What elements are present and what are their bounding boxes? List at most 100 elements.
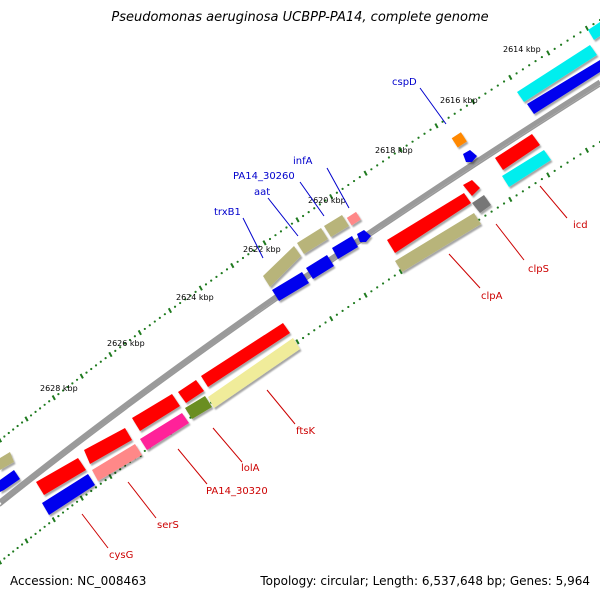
gene-label-trxb1[interactable]: trxB1 <box>214 207 241 218</box>
outer-ring-minor-tick <box>553 47 556 50</box>
tick-label-2624: 2624 kbp <box>176 293 214 302</box>
inner-ring-minor-tick <box>352 301 356 305</box>
outer-ring-minor-tick <box>94 364 98 367</box>
inner-ring-minor-tick <box>559 165 563 168</box>
gene-feature-cspd-arrow[interactable] <box>463 150 477 162</box>
gene-label-aat[interactable]: aat <box>254 187 270 198</box>
leader-icd <box>539 185 568 219</box>
gene-label-icd[interactable]: icd <box>573 220 588 231</box>
gene-feature-clps-grey[interactable] <box>472 195 491 213</box>
outer-ring-major-tick <box>295 217 300 223</box>
leader-pa14-30260 <box>299 181 325 217</box>
inner-ring-minor-tick <box>43 525 46 528</box>
outer-ring-minor-tick <box>358 176 361 179</box>
gene-label-clps[interactable]: clpS <box>528 264 549 275</box>
inner-ring-minor-tick <box>57 515 60 518</box>
outer-ring-major-tick <box>329 193 334 200</box>
outer-ring-minor-tick <box>301 214 305 218</box>
gene-label-lola[interactable]: lolA <box>241 463 260 474</box>
gene-feature-cysg-blue[interactable] <box>42 474 95 515</box>
gene-feature-infa-arrow[interactable] <box>357 230 371 242</box>
inner-ring-minor-tick <box>579 153 582 156</box>
gene-feature-sers-red[interactable] <box>84 428 132 464</box>
outer-ring-major-tick <box>79 373 84 379</box>
gene-feature-cyan-corner[interactable] <box>588 22 600 40</box>
gene-label-cspd[interactable]: cspD <box>392 77 417 88</box>
inner-ring-minor-tick <box>99 482 102 485</box>
gene-feature-lola[interactable] <box>185 396 212 419</box>
gene-label-pa14-30260[interactable]: PA14_30260 <box>233 171 295 182</box>
gene-label-infa[interactable]: infA <box>293 156 313 167</box>
outer-ring-minor-tick <box>313 207 316 210</box>
inner-ring-minor-tick <box>553 169 556 172</box>
inner-ring-minor-tick <box>301 336 305 340</box>
outer-ring-minor-tick <box>347 183 350 187</box>
gene-feature-khaki-3[interactable] <box>263 246 301 287</box>
outer-ring-minor-tick <box>38 407 42 410</box>
inner-ring-major-tick <box>508 196 513 203</box>
inner-ring-minor-tick <box>572 157 576 160</box>
gene-feature-clpa-red[interactable] <box>387 193 471 253</box>
inner-ring-minor-tick <box>528 186 531 189</box>
gene-feature-khaki-2[interactable] <box>297 228 328 254</box>
accession-text: Accession: NC_008463 <box>10 574 147 588</box>
outer-ring-minor-tick <box>478 96 481 99</box>
leader-infa <box>326 167 350 209</box>
outer-ring-minor-tick <box>496 84 499 87</box>
inner-ring-minor-tick <box>20 543 24 546</box>
inner-ring-minor-tick <box>38 529 42 532</box>
outer-ring-minor-tick <box>441 120 444 123</box>
inner-ring-major-tick <box>108 473 113 480</box>
inner-ring-minor-tick <box>119 468 122 471</box>
gene-feature-cysg-red[interactable] <box>36 458 86 495</box>
gene-feature-cyan-top[interactable] <box>517 45 597 102</box>
gene-feature-blue-2[interactable] <box>306 255 334 279</box>
gene-feature-icd-cyan[interactable] <box>502 150 551 187</box>
outer-ring-minor-tick <box>307 211 310 214</box>
gene-feature-khaki-left[interactable] <box>0 452 14 470</box>
outer-ring-minor-tick <box>189 294 192 297</box>
gene-feature-blue-1[interactable] <box>332 236 358 259</box>
leader-pa14-30320 <box>177 448 208 485</box>
gene-feature-ftsk-yellow[interactable] <box>208 338 300 408</box>
inner-ring-minor-tick <box>12 550 15 553</box>
outer-ring-minor-tick <box>43 403 46 406</box>
gene-label-pa14-30320[interactable]: PA14_30320 <box>206 486 268 497</box>
inner-ring-minor-tick <box>387 278 391 281</box>
gene-feature-icd-red[interactable] <box>495 134 540 170</box>
gene-label-sers[interactable]: serS <box>157 520 179 531</box>
gene-feature-cspd[interactable] <box>451 132 467 148</box>
gene-feature-pa14-30320-red[interactable] <box>132 394 180 431</box>
outer-ring-minor-tick <box>179 301 182 305</box>
outer-ring-minor-tick <box>241 256 245 260</box>
tick-label-2620: 2620 kbp <box>308 196 346 205</box>
gene-feature-pa14-30320-magenta[interactable] <box>140 413 189 450</box>
gene-feature-khaki-1[interactable] <box>324 215 349 237</box>
inner-ring-minor-tick <box>347 305 350 309</box>
gene-label-cysg[interactable]: cysG <box>109 550 133 561</box>
outer-ring-minor-tick <box>48 400 51 403</box>
gene-feature-ftsk-red-2[interactable] <box>178 380 204 403</box>
gene-label-ftsk[interactable]: ftsK <box>296 426 315 437</box>
gene-feature-blue-left[interactable] <box>0 470 20 492</box>
gene-feature-blue-3[interactable] <box>272 272 309 301</box>
leader-sers <box>127 481 157 519</box>
inner-ring-major-tick <box>0 559 3 565</box>
inner-ring-minor-tick <box>94 486 98 489</box>
gene-feature-sers-pink[interactable] <box>92 444 142 481</box>
outer-ring-minor-tick <box>376 164 379 167</box>
gene-feature-infa[interactable] <box>346 211 361 226</box>
outer-ring-minor-tick <box>484 92 487 95</box>
leader-cspd <box>419 87 447 125</box>
outer-ring-minor-tick <box>204 283 208 286</box>
gene-feature-ftsk-red[interactable] <box>201 323 290 387</box>
outer-ring-minor-tick <box>153 320 156 323</box>
gene-label-clpa[interactable]: clpA <box>481 291 503 302</box>
outer-ring-minor-tick <box>75 378 79 381</box>
gene-feature-clpa-khaki[interactable] <box>395 213 481 272</box>
gene-feature-blue-top-right[interactable] <box>527 60 600 114</box>
outer-ring-minor-tick <box>252 249 255 252</box>
gene-feature-clps-red[interactable] <box>463 180 480 196</box>
outer-ring-minor-tick <box>34 410 37 413</box>
genome-backbone-shadow <box>0 85 600 507</box>
